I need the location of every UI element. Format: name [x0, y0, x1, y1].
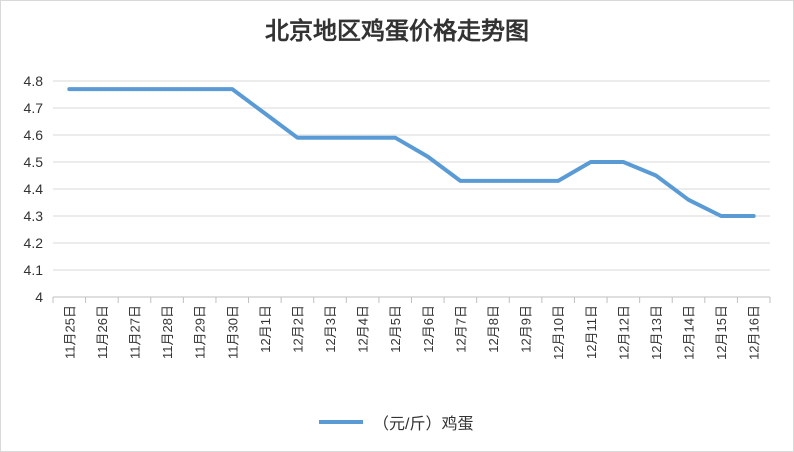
x-tick-label: 11月30日 [225, 305, 240, 359]
x-tick-label: 11月29日 [193, 305, 208, 359]
y-tick-label: 4.2 [24, 235, 44, 251]
y-tick-label: 4.5 [24, 154, 44, 170]
line-chart: 44.14.24.34.44.54.64.74.8 11月25日 11月26日 11… [24, 73, 771, 360]
y-tick-label: 4.6 [24, 127, 44, 143]
x-tick-label: 11月27日 [127, 305, 142, 359]
y-tick-label: 4.1 [24, 262, 44, 278]
x-tick-label: 12月7日 [453, 305, 468, 353]
y-tick-label: 4.4 [24, 181, 44, 197]
series-group [67, 87, 756, 218]
x-axis-ticks: 11月25日 11月26日 11月27日 11月28日 11月29日 11月30日 12月1… [52, 297, 771, 360]
legend-swatch [319, 420, 363, 424]
x-tick-label: 12月12日 [616, 305, 631, 360]
x-tick-label: 12月13日 [649, 305, 664, 360]
x-tick-label: 11月28日 [160, 305, 175, 359]
x-tick-label: 12月2日 [290, 305, 305, 353]
y-tick-label: 4.8 [24, 73, 44, 89]
legend: （元/斤）鸡蛋 [319, 410, 473, 434]
grid-lines [53, 80, 770, 298]
x-tick-label: 12月5日 [388, 305, 403, 353]
x-tick-label: 12月11日 [584, 305, 599, 359]
series-line [67, 87, 756, 218]
y-tick-label: 4.3 [24, 208, 44, 224]
x-tick-label: 12月4日 [356, 305, 371, 353]
x-tick-label: 12月6日 [421, 305, 436, 353]
x-tick-label: 11月26日 [95, 305, 110, 359]
chart-title: 北京地区鸡蛋价格走势图 [265, 19, 529, 45]
y-tick-label: 4.7 [24, 100, 44, 116]
x-tick-label: 12月8日 [486, 305, 501, 353]
x-tick-label: 12月16日 [747, 305, 762, 360]
legend-label: （元/斤）鸡蛋 [373, 416, 474, 433]
x-tick-label: 12月3日 [323, 305, 338, 353]
y-axis-ticks: 4 4.1 4.2 4.3 4.4 4.5 4.6 4.7 4.8 [24, 73, 44, 305]
x-tick-label: 12月10日 [551, 305, 566, 360]
x-tick-label: 12月14日 [682, 305, 697, 360]
x-tick-label: 11月25日 [62, 305, 77, 359]
x-tick-label: 12月9日 [519, 305, 534, 353]
x-tick-label: 12月1日 [258, 305, 273, 353]
y-tick-label: 4 [35, 289, 43, 305]
x-tick-label: 12月15日 [714, 305, 729, 360]
